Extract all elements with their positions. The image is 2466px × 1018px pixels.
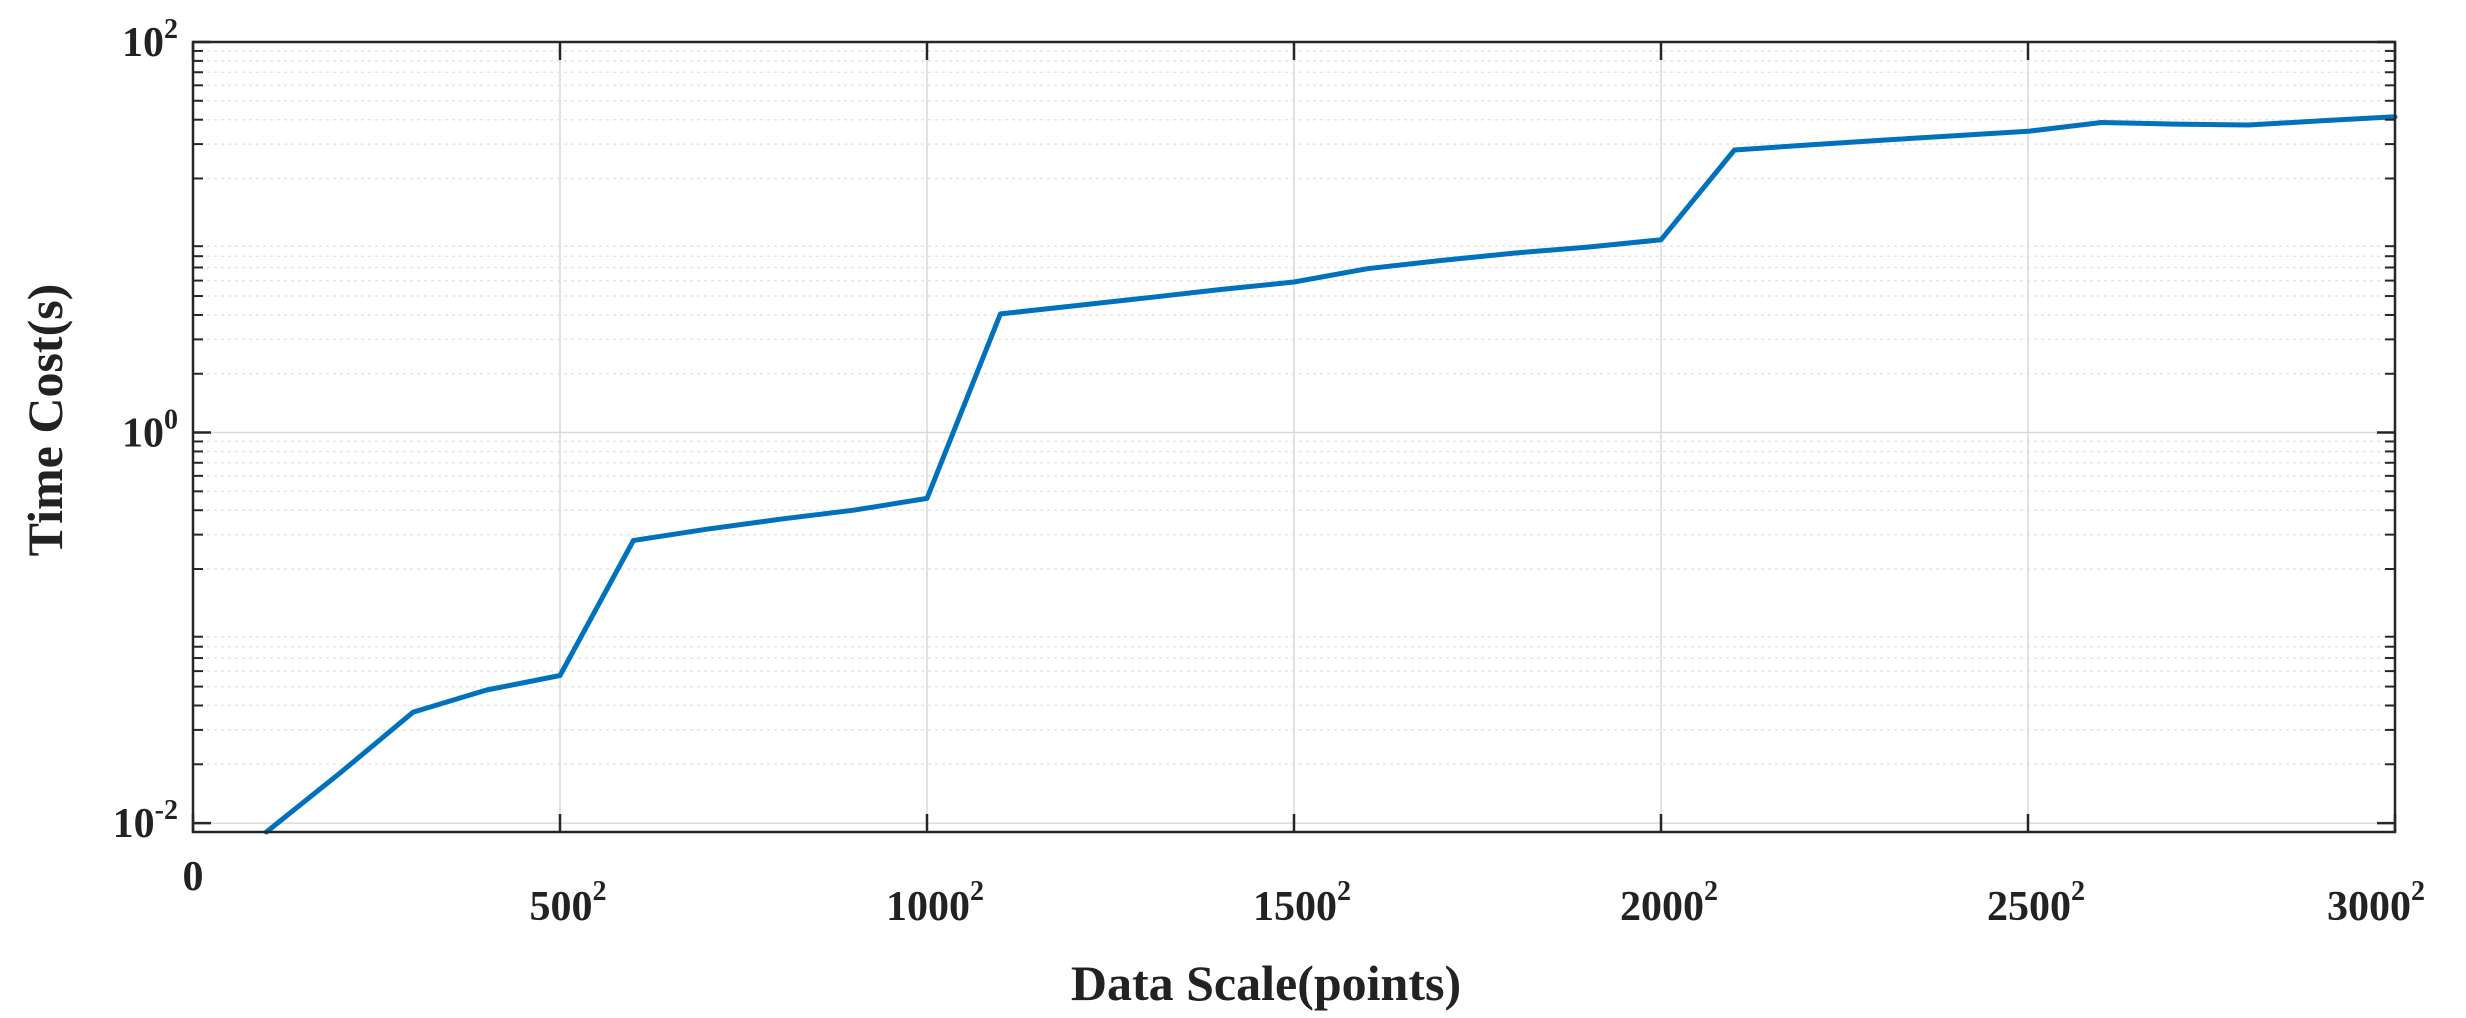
- series-line: [263, 114, 2398, 835]
- x-tick-label: 10002: [886, 876, 984, 930]
- x-tick-label: 30002: [2327, 876, 2425, 930]
- x-tick-label: 20002: [1620, 876, 1718, 930]
- tick-marks: [191, 40, 2397, 833]
- x-tick-labels: 0 5002 10002 15002 20002 25002 30002: [183, 854, 2426, 930]
- y-tick-label: 10-2: [113, 795, 178, 847]
- x-tick-label: 5002: [530, 876, 607, 930]
- x-axis-title: Data Scale(points): [1071, 955, 1461, 1011]
- y-tick-label: 102: [122, 14, 178, 66]
- y-tick-labels: 10-2 100 102: [113, 14, 178, 847]
- y-tick-label: 100: [122, 405, 178, 457]
- x-tick-label: 25002: [1987, 876, 2085, 930]
- x-tick-label: 15002: [1253, 876, 1351, 930]
- x-tick-label: 0: [183, 854, 204, 900]
- y-axis-title: Time Cost(s): [17, 284, 73, 557]
